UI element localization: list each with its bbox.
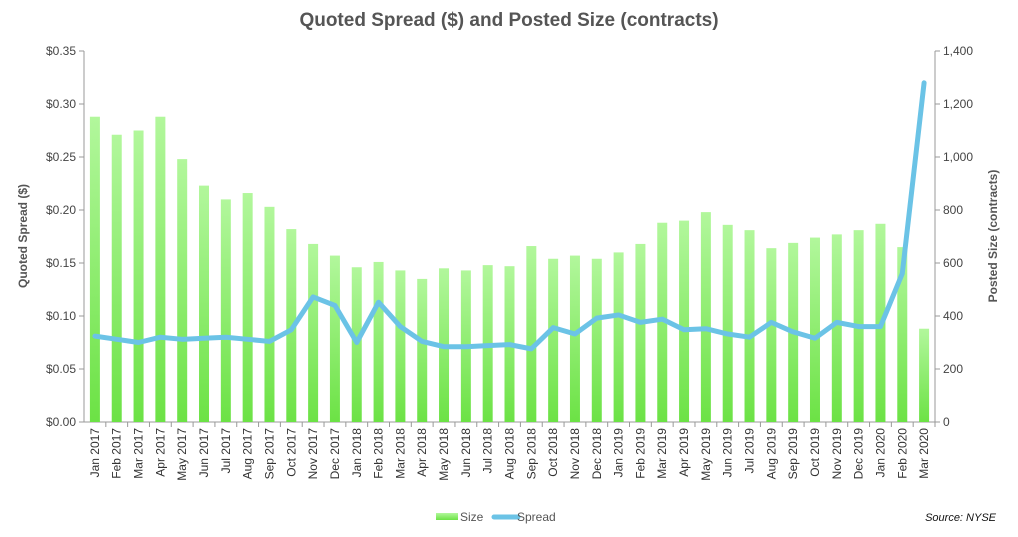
x-tick-label: Feb 2019 — [633, 428, 647, 479]
bar-size — [613, 252, 624, 422]
x-tick-label: Jun 2019 — [721, 428, 735, 478]
bar-size — [919, 328, 930, 422]
x-tick-label: Oct 2019 — [808, 428, 822, 477]
x-tick-label: Feb 2020 — [895, 428, 909, 479]
bar-size — [111, 134, 122, 423]
bar-size — [831, 234, 842, 422]
x-tick-label: Jun 2017 — [197, 428, 211, 478]
source-note: Source: NYSE — [925, 512, 996, 524]
x-tick-label: Mar 2018 — [393, 428, 407, 479]
bar-size — [155, 116, 166, 422]
x-tick-label: Feb 2017 — [110, 428, 124, 479]
x-tick-label: May 2018 — [437, 428, 451, 481]
bar-size — [199, 185, 210, 422]
x-tick-label: Nov 2018 — [568, 428, 582, 480]
bar-size — [526, 246, 537, 422]
y2-axis-title: Posted Size (contracts) — [986, 170, 1000, 303]
bar-size — [133, 130, 144, 422]
bar-size — [809, 237, 820, 422]
x-tick-label: Oct 2017 — [284, 428, 298, 477]
bar-size — [722, 224, 733, 422]
x-tick-label: Jan 2019 — [612, 428, 626, 478]
x-tick-label: Jan 2020 — [873, 428, 887, 478]
chart-title: Quoted Spread ($) and Posted Size (contr… — [299, 10, 719, 31]
x-tick-label: Feb 2018 — [372, 428, 386, 479]
y2-tick-label: 0 — [943, 415, 950, 429]
x-tick-label: Apr 2017 — [153, 428, 167, 477]
bar-size — [264, 206, 275, 422]
x-tick-label: May 2019 — [699, 428, 713, 481]
y2-tick-label: 600 — [943, 256, 963, 270]
x-tick-label: Dec 2017 — [328, 428, 342, 480]
x-tick-label: Aug 2017 — [241, 428, 255, 480]
x-tick-label: Apr 2019 — [677, 428, 691, 477]
y-tick-label: $0.35 — [46, 44, 76, 58]
bar-size — [679, 220, 690, 422]
x-tick-label: Mar 2019 — [655, 428, 669, 479]
y-tick-label: $0.25 — [46, 150, 76, 164]
x-tick-label: Dec 2019 — [852, 428, 866, 480]
x-tick-label: Apr 2018 — [415, 428, 429, 477]
y2-tick-label: 1,400 — [943, 44, 973, 58]
x-tick-label: May 2017 — [175, 428, 189, 481]
y-tick-label: $0.10 — [46, 309, 76, 323]
x-tick-label: Nov 2017 — [306, 428, 320, 480]
y-axis-title: Quoted Spread ($) — [16, 184, 30, 288]
y-tick-label: $0.30 — [46, 97, 76, 111]
x-tick-label: Aug 2019 — [764, 428, 778, 480]
bar-size — [220, 199, 231, 422]
y2-tick-label: 200 — [943, 362, 963, 376]
x-tick-label: Sep 2018 — [524, 428, 538, 480]
x-tick-label: Nov 2019 — [830, 428, 844, 480]
bar-size — [89, 116, 100, 422]
y2-tick-label: 1,000 — [943, 150, 973, 164]
x-tick-label: Aug 2018 — [503, 428, 517, 480]
y-tick-label: $0.05 — [46, 362, 76, 376]
bar-size — [700, 212, 711, 422]
legend: Size Spread — [436, 510, 556, 524]
bar-size — [417, 278, 428, 422]
bar-size — [635, 243, 646, 422]
x-tick-label: Jan 2018 — [350, 428, 364, 478]
bar-size — [897, 247, 908, 422]
x-tick-label: Jul 2018 — [481, 428, 495, 474]
y2-tick-label: 1,200 — [943, 97, 973, 111]
x-tick-label: Mar 2020 — [917, 428, 931, 479]
bar-size — [329, 255, 340, 422]
bar-size — [591, 258, 602, 422]
legend-size-swatch — [436, 513, 458, 520]
x-tick-label: Oct 2018 — [546, 428, 560, 477]
x-tick-label: Dec 2018 — [590, 428, 604, 480]
bar-size — [242, 193, 253, 422]
y2-tick-label: 800 — [943, 203, 963, 217]
y2-tick-label: 400 — [943, 309, 963, 323]
x-tick-label: Jan 2017 — [88, 428, 102, 478]
y-tick-label: $0.20 — [46, 203, 76, 217]
x-tick-label: Jun 2018 — [459, 428, 473, 478]
x-tick-label: Jul 2017 — [219, 428, 233, 474]
y-tick-label: $0.00 — [46, 415, 76, 429]
x-tick-label: Jul 2019 — [743, 428, 757, 474]
bar-size — [373, 261, 384, 422]
x-tick-label: Sep 2017 — [262, 428, 276, 480]
bar-size — [569, 255, 580, 422]
bar-size — [308, 243, 319, 422]
bar-size — [177, 159, 188, 422]
bar-size — [548, 258, 559, 422]
x-tick-label: Sep 2019 — [786, 428, 800, 480]
bar-size — [657, 222, 668, 422]
legend-spread-label: Spread — [517, 510, 556, 524]
x-tick-label: Mar 2017 — [132, 428, 146, 479]
bar-size — [744, 230, 755, 422]
bar-size — [766, 248, 777, 422]
y-tick-label: $0.15 — [46, 256, 76, 270]
legend-size-label: Size — [460, 510, 484, 524]
bar-size — [395, 270, 406, 422]
